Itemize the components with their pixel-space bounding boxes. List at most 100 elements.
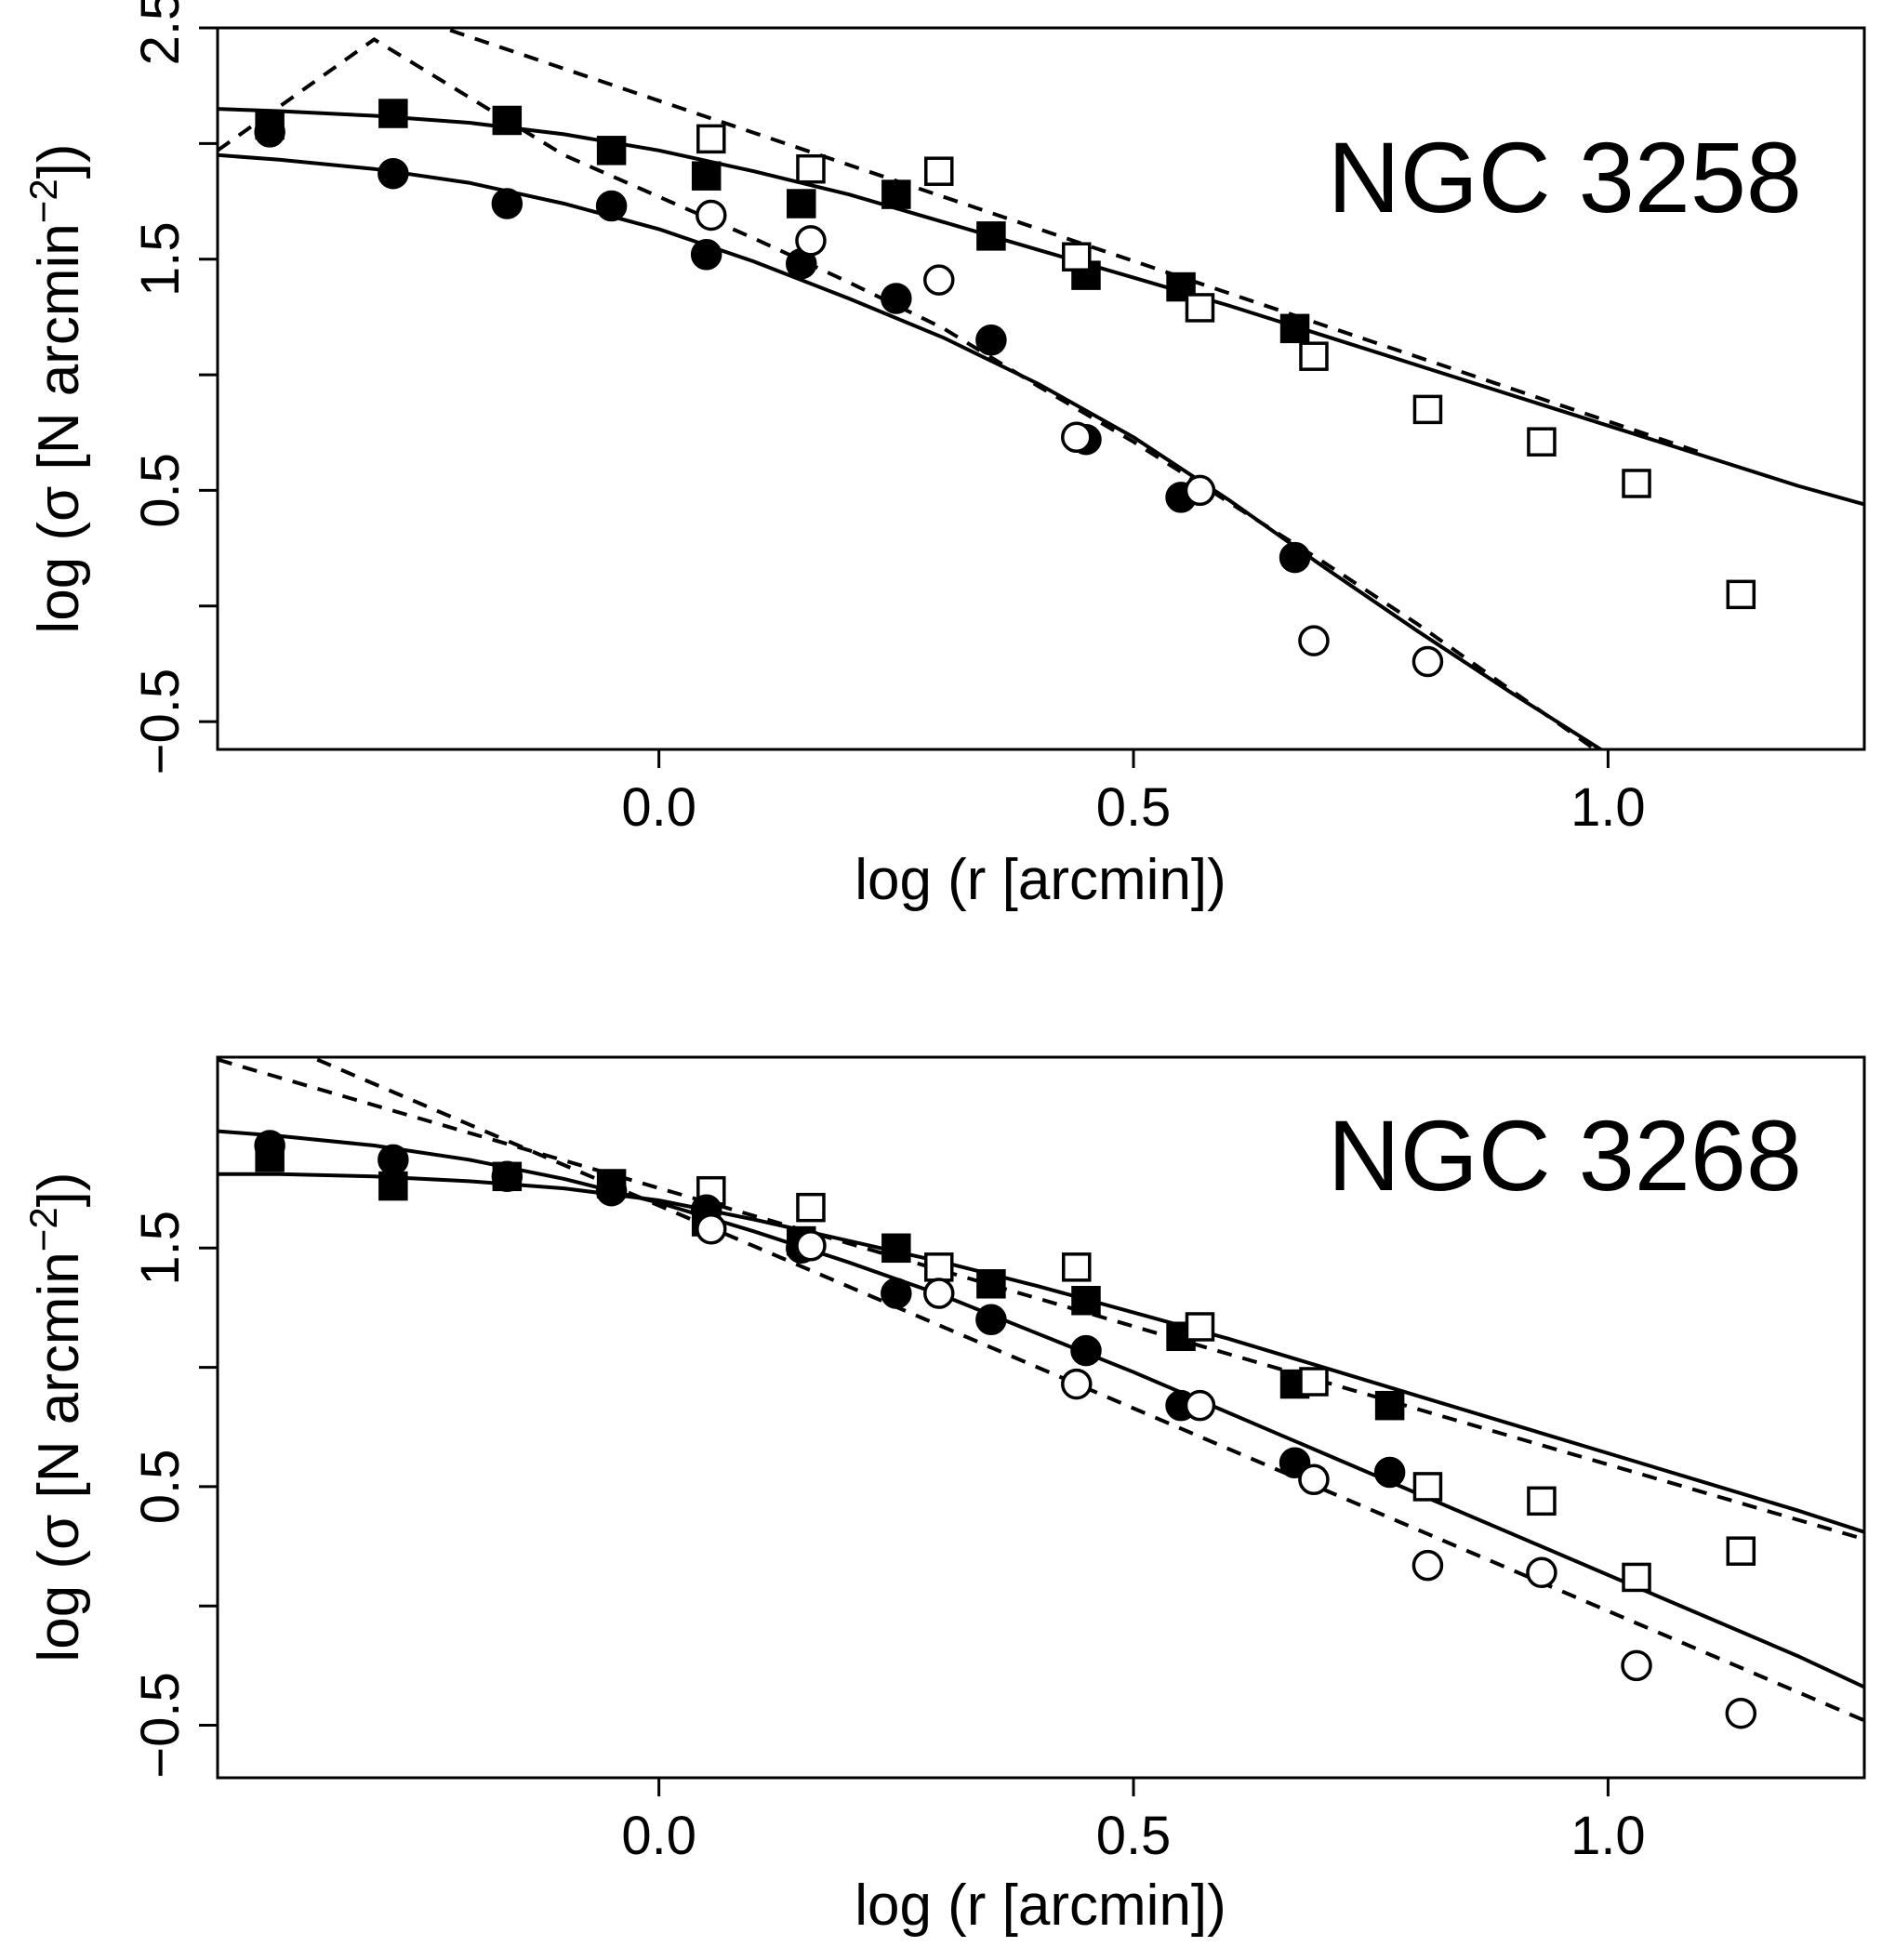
x-tick-label: 0.5	[1096, 777, 1172, 838]
y-axis-label-prefix: log (σ [N arcmin	[27, 223, 91, 633]
open-square-point	[1299, 1367, 1329, 1397]
open-circle-point	[1298, 625, 1330, 656]
filled-circle-point	[975, 1304, 1007, 1336]
y-tick-label: 2.5	[130, 0, 191, 65]
filled-square-point	[596, 136, 627, 166]
open-circle-point	[1184, 1389, 1216, 1422]
x-axis-label: log (r [arcmin])	[855, 1874, 1226, 1938]
open-circle-point	[1621, 1649, 1652, 1682]
x-tick-label: 0.5	[1096, 1806, 1172, 1866]
squares-fit-solid-line	[218, 1172, 1864, 1534]
open-square-point	[1726, 1536, 1756, 1566]
open-square-point	[1299, 341, 1329, 371]
open-circle-point	[1184, 474, 1216, 507]
filled-circle-point	[254, 116, 285, 148]
panel-title: NGC 3258	[1328, 121, 1802, 233]
open-circle-point	[795, 1229, 827, 1262]
open-square-point	[1622, 1562, 1651, 1593]
filled-square-point	[1071, 1286, 1101, 1316]
filled-square-point	[1279, 313, 1310, 344]
tick-labels: 0.0 0.5 1.0 −0.5 0.5 1.5	[130, 1211, 1646, 1866]
open-circle-point	[1411, 645, 1444, 678]
open-circle-point	[1061, 421, 1093, 453]
open-square-point	[924, 156, 954, 186]
tick-labels: 0.0 0.5 1.0 −0.5 0.5 1.5 2.5	[130, 0, 1646, 838]
y-axis-label-suffix: ])	[27, 143, 91, 179]
open-square-point	[1412, 1472, 1443, 1502]
data-points	[254, 99, 1756, 678]
filled-circle-point	[690, 238, 722, 271]
open-square-point	[1185, 293, 1215, 323]
plot-frame	[216, 1055, 1866, 1780]
axis-ticks	[199, 26, 1610, 768]
filled-square-point	[976, 221, 1006, 251]
upper-fit-solid-line	[218, 107, 1864, 507]
y-tick-label: −0.5	[130, 669, 191, 775]
filled-square-point	[492, 105, 523, 136]
filled-circle-point	[1070, 1334, 1102, 1367]
y-axis-label-suffix: ])	[27, 1172, 91, 1207]
x-axis-label: log (r [arcmin])	[855, 848, 1226, 912]
y-tick-label: 0.5	[130, 1450, 191, 1525]
panel-ngc-3258: 0.0 0.5 1.0 −0.5 0.5 1.5 2.5 NGC 3258 log (r […	[21, 0, 1866, 912]
circles-fit-solid-line	[218, 1129, 1864, 1689]
plot-frame	[216, 26, 1866, 751]
filled-circle-point	[378, 1144, 409, 1176]
open-square-point	[1062, 242, 1092, 271]
open-circle-point	[1725, 1697, 1757, 1729]
y-axis-label-superscript: −2	[21, 1207, 65, 1251]
y-tick-label: 1.5	[130, 1211, 191, 1286]
filled-circle-point	[595, 190, 628, 222]
open-circle-point	[1298, 1463, 1330, 1495]
filled-circle-point	[881, 1278, 912, 1309]
open-square-point	[1412, 394, 1443, 425]
open-square-point	[1185, 1312, 1215, 1342]
x-tick-label: 0.0	[621, 1806, 696, 1866]
lower-fit-solid-line	[218, 152, 1605, 749]
open-square-point	[924, 1252, 954, 1282]
y-axis-label: log (σ [N arcmin−2])	[21, 1172, 92, 1662]
data-points	[254, 1130, 1757, 1729]
open-circle-point	[696, 199, 727, 232]
filled-circle-point	[378, 157, 409, 190]
open-circle-point	[1411, 1549, 1444, 1582]
filled-square-point	[378, 99, 408, 128]
filled-square-point	[881, 1233, 911, 1264]
open-square-point	[796, 153, 826, 184]
y-axis-label-prefix: log (σ [N arcmin	[27, 1251, 91, 1662]
axis-ticks	[199, 1246, 1610, 1796]
filled-square-point	[881, 179, 911, 209]
open-square-point	[1062, 1252, 1092, 1282]
filled-circle-point	[1373, 1456, 1406, 1489]
panel-title: NGC 3268	[1328, 1099, 1802, 1212]
open-circle-point	[1061, 1368, 1093, 1400]
x-tick-label: 1.0	[1570, 1806, 1646, 1866]
filled-circle-point	[254, 1130, 285, 1161]
filled-circle-point	[491, 188, 523, 219]
y-axis-label: log (σ [N arcmin−2])	[21, 143, 92, 633]
open-circle-point	[1526, 1556, 1557, 1589]
filled-square-point	[787, 189, 816, 219]
filled-circle-point	[975, 324, 1007, 356]
filled-square-point	[378, 1171, 408, 1201]
open-square-point	[1622, 469, 1651, 498]
y-tick-label: −0.5	[130, 1672, 191, 1779]
open-circle-point	[923, 264, 955, 296]
y-axis-label-superscript: −2	[21, 179, 65, 223]
filled-circle-point	[595, 1174, 628, 1207]
filled-square-point	[691, 161, 722, 191]
open-square-point	[696, 124, 726, 154]
open-circle-point	[795, 225, 827, 257]
x-tick-label: 0.0	[621, 777, 696, 838]
panel-ngc-3268: 0.0 0.5 1.0 −0.5 0.5 1.5 NGC 3268 log (r [arc…	[21, 1055, 1866, 1938]
filled-circle-point	[491, 1160, 523, 1193]
x-tick-label: 1.0	[1570, 777, 1646, 838]
filled-circle-point	[881, 283, 912, 314]
open-circle-point	[696, 1213, 727, 1245]
open-square-point	[1527, 1486, 1557, 1516]
open-square-point	[1726, 579, 1756, 610]
upper-fit-dashed-line	[449, 28, 1704, 456]
filled-square-point	[1374, 1390, 1405, 1421]
